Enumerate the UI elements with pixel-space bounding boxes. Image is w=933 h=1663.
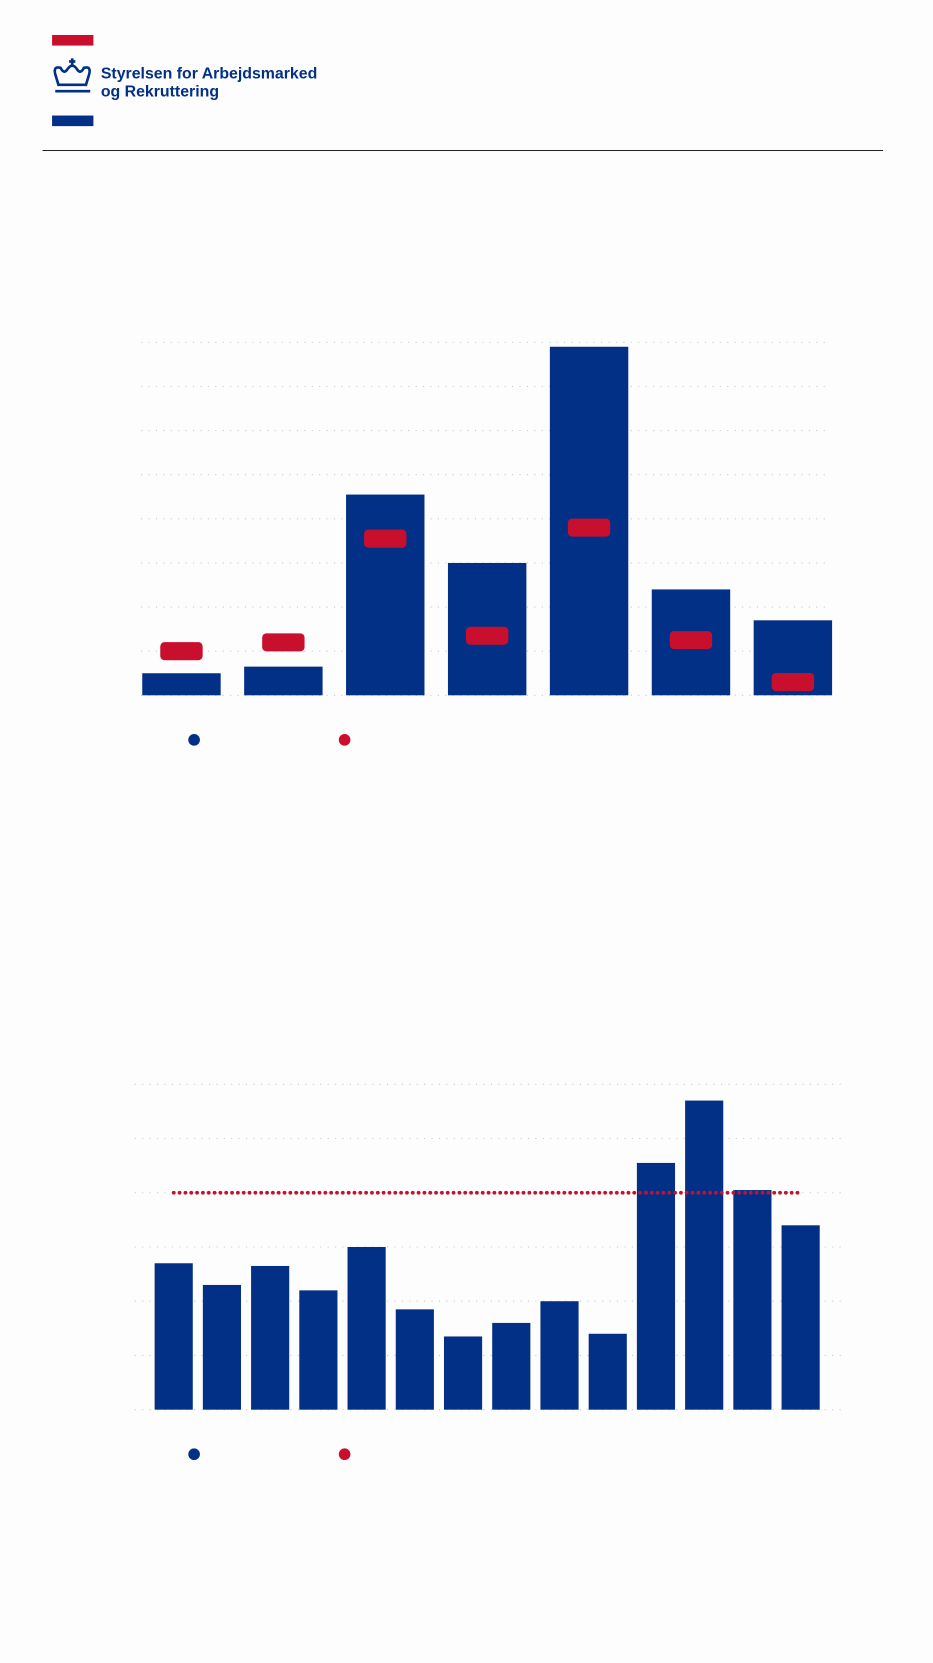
target-marker — [567, 518, 611, 537]
logo-bar-red — [52, 34, 94, 46]
bar — [395, 1309, 434, 1410]
bar — [251, 1265, 290, 1410]
bar — [154, 1263, 193, 1410]
bar — [299, 1290, 338, 1410]
bar — [142, 673, 221, 696]
bar — [540, 1301, 579, 1410]
bar — [733, 1190, 772, 1410]
bar — [202, 1284, 242, 1410]
legend-marker — [188, 733, 200, 746]
logo-text: Styrelsen for Arbejdsmarked — [101, 65, 317, 82]
target-marker — [465, 626, 509, 645]
legend-marker — [338, 733, 351, 746]
bar — [492, 1322, 531, 1410]
logo-crown — [53, 58, 91, 93]
bar — [346, 494, 425, 696]
target-marker — [364, 529, 407, 548]
bar — [636, 1162, 676, 1410]
bar — [244, 666, 323, 696]
legend-marker — [338, 1448, 351, 1461]
target-marker — [669, 631, 713, 650]
legend-marker — [188, 1448, 200, 1461]
bar — [443, 1336, 483, 1410]
target-marker — [262, 633, 305, 652]
bar — [781, 1225, 820, 1410]
target-marker — [160, 642, 203, 661]
bar — [588, 1333, 627, 1410]
logo-text: og Rekruttering — [101, 83, 219, 100]
target-marker — [771, 673, 815, 692]
logo-bar-blue — [52, 115, 94, 127]
bar — [685, 1100, 724, 1410]
bar — [347, 1246, 386, 1410]
